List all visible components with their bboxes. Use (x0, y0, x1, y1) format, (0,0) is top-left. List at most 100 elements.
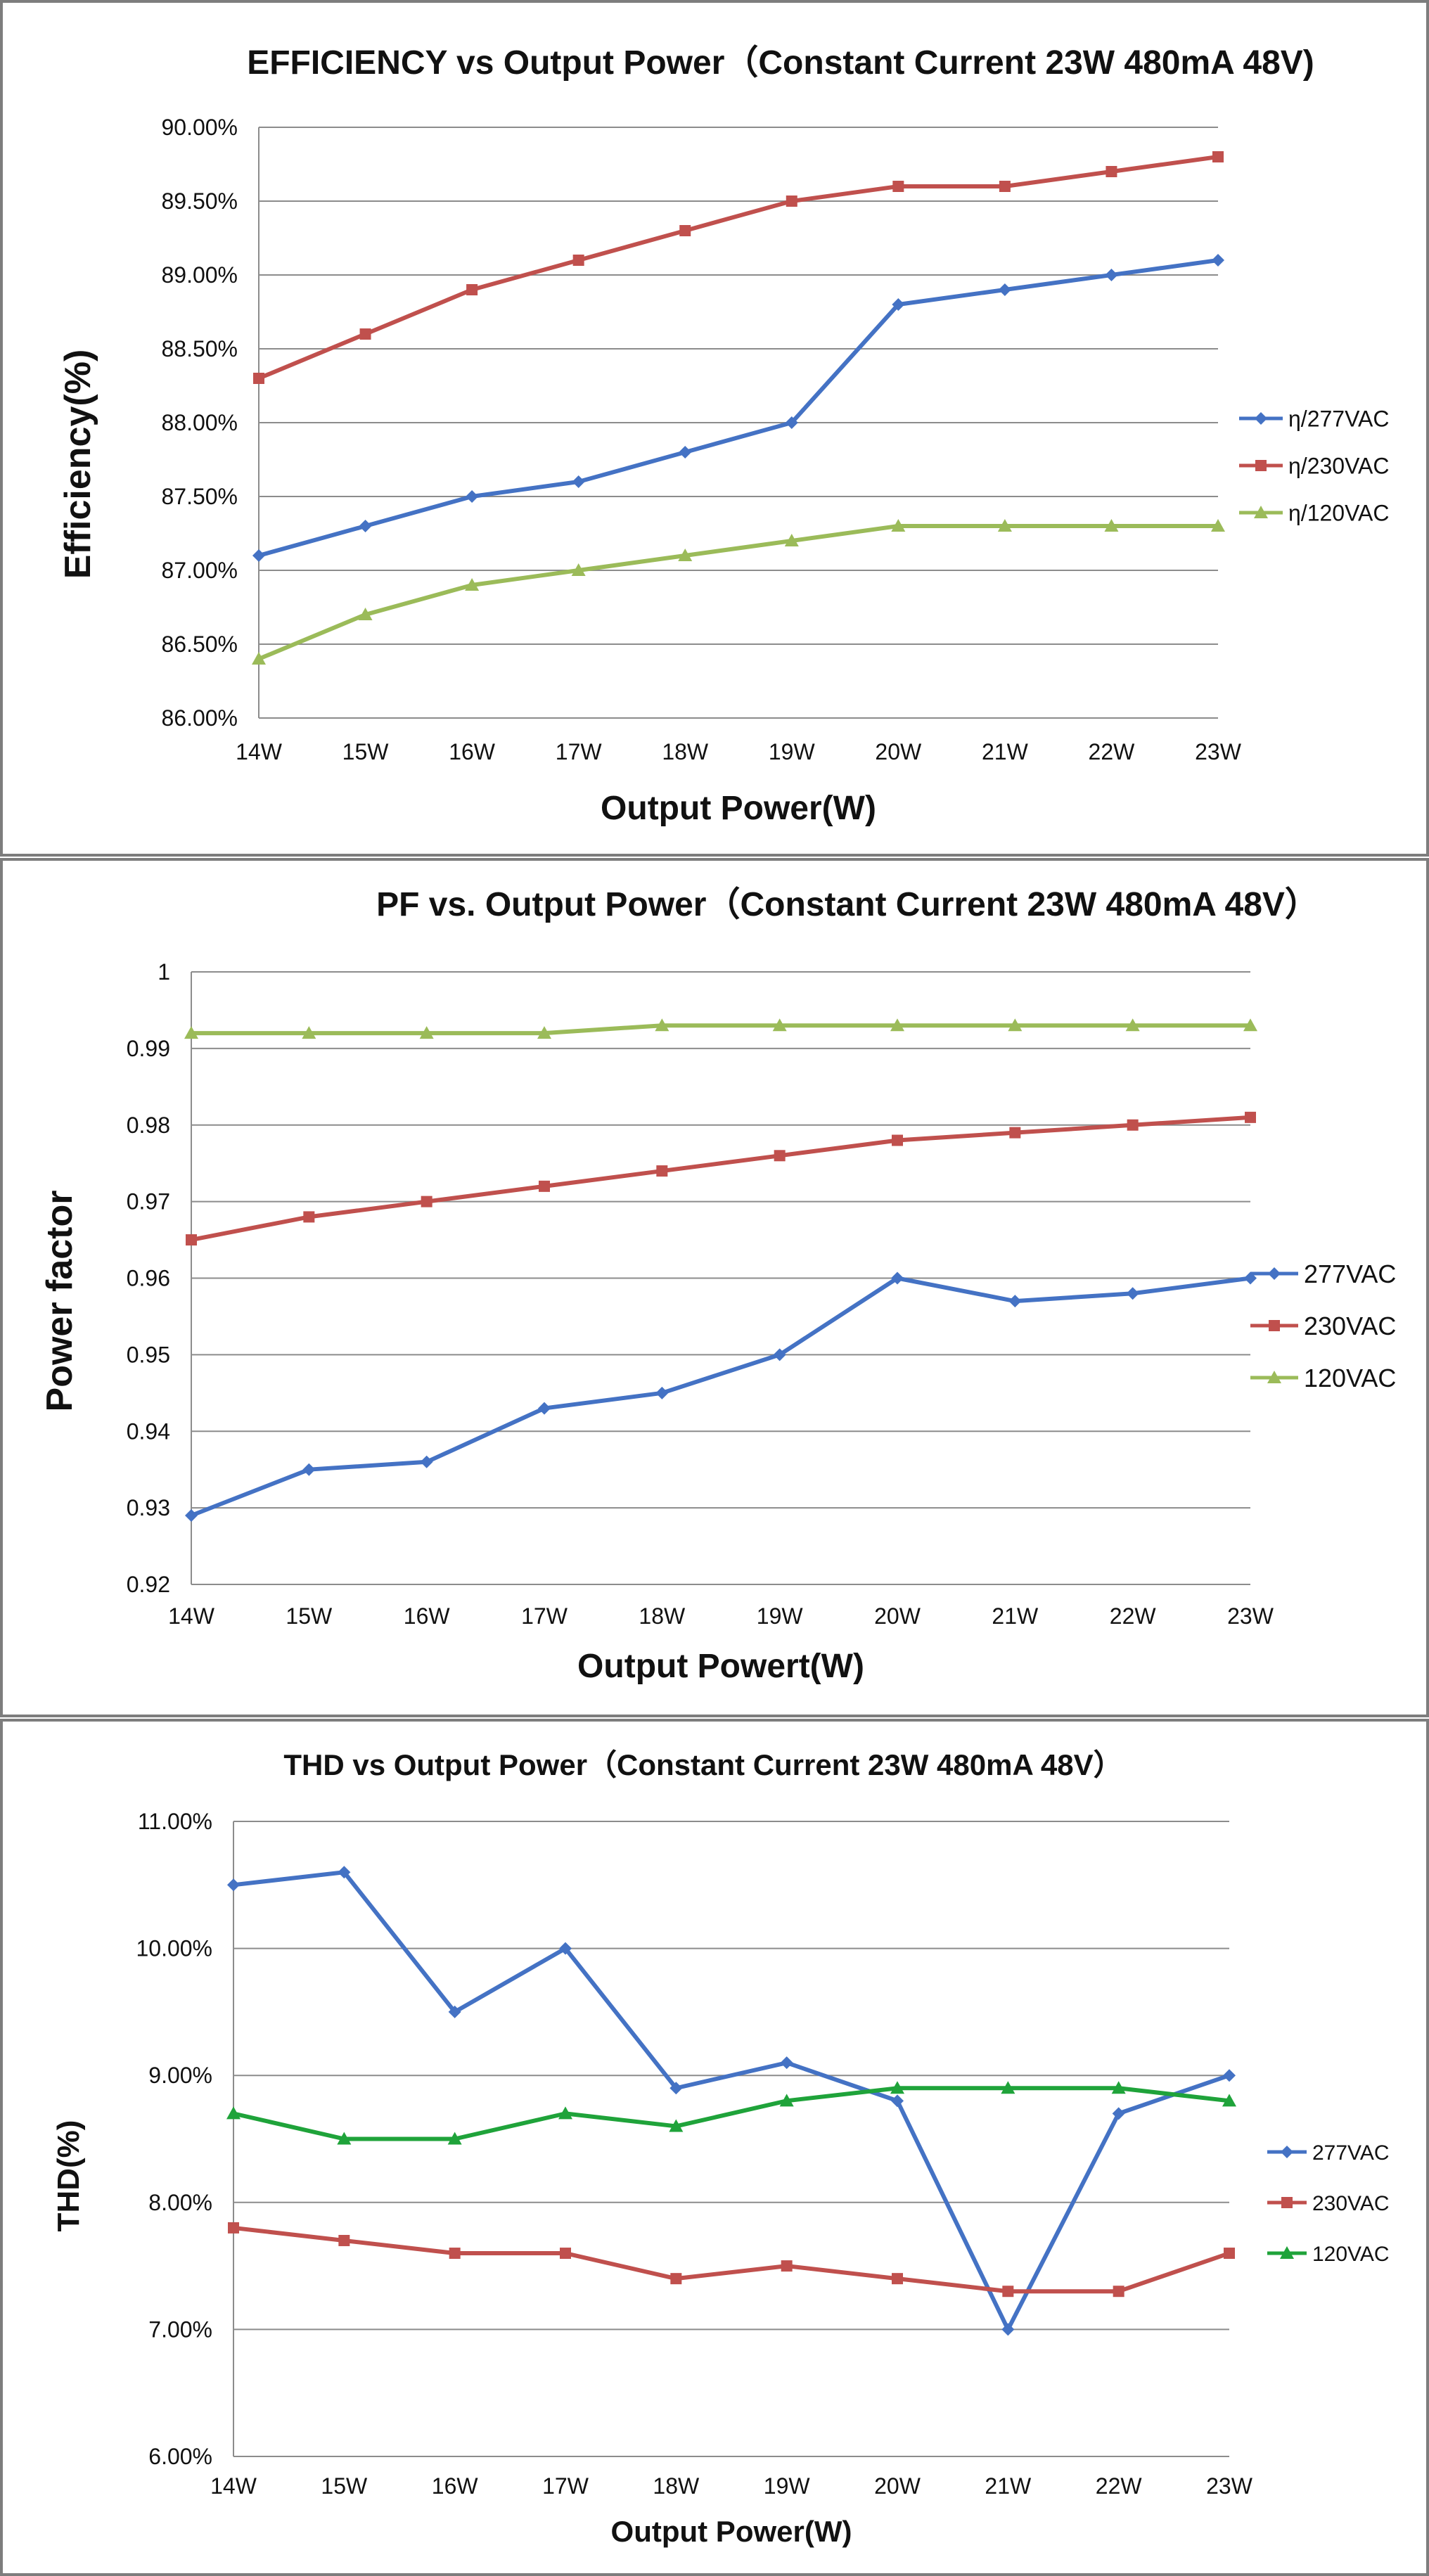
series-2 (186, 1111, 1256, 1246)
data-point (572, 255, 584, 266)
legend-label: 230VAC (1304, 1312, 1396, 1340)
series-3 (184, 1018, 1257, 1039)
y-tick-label: 0.96 (127, 1266, 170, 1291)
chart-title: EFFICIENCY vs Output Power（Constant Curr… (247, 44, 1314, 82)
data-point (253, 373, 264, 384)
y-tick-label: 0.94 (127, 1418, 170, 1444)
legend-marker (1255, 412, 1267, 425)
legend-entry: 120VAC (1267, 2243, 1390, 2266)
data-point (669, 2119, 684, 2132)
x-axis-title: Output Power(W) (601, 790, 876, 827)
panel-frame (0, 0, 1429, 857)
series-line (191, 1023, 1250, 1036)
data-point (999, 181, 1011, 192)
data-point (226, 2106, 241, 2120)
x-tick-label: 16W (404, 1603, 451, 1629)
legend-marker (1281, 2197, 1293, 2208)
data-point (1127, 1119, 1139, 1131)
series-2 (253, 151, 1224, 384)
x-tick-label: 14W (236, 739, 283, 764)
y-tick-label: 87.50% (161, 484, 238, 509)
y-tick-label: 86.00% (161, 705, 238, 731)
legend-label: η/277VAC (1288, 406, 1390, 432)
legend-label: 120VAC (1304, 1364, 1396, 1392)
x-axis-title: Output Powert(W) (577, 1648, 864, 1685)
data-point (1001, 2323, 1015, 2336)
series-line (258, 258, 1219, 558)
data-point (184, 1026, 198, 1039)
data-point (772, 1018, 787, 1032)
data-point (998, 283, 1011, 296)
x-axis-title: Output Power(W) (611, 2515, 852, 2548)
data-point (1112, 2107, 1125, 2120)
legend-entry: 277VAC (1267, 2141, 1390, 2165)
data-point (669, 2082, 683, 2095)
data-point (892, 2273, 903, 2285)
panel-frame (0, 1719, 1429, 2576)
series-line (257, 524, 1218, 661)
series-line (233, 2225, 1230, 2294)
data-point (1245, 1111, 1256, 1123)
data-point (449, 2248, 461, 2260)
legend-marker (1269, 1320, 1280, 1331)
data-point (572, 475, 585, 488)
data-point (1222, 2094, 1236, 2107)
x-tick-label: 20W (875, 739, 922, 764)
x-tick-label: 23W (1206, 2473, 1253, 2499)
y-tick-label: 8.00% (148, 2190, 212, 2215)
data-point (1008, 1018, 1023, 1032)
data-point (228, 2222, 239, 2234)
data-point (338, 1866, 351, 1879)
x-tick-label: 22W (1096, 2473, 1143, 2499)
data-point (1009, 1127, 1021, 1139)
panel-frame (0, 858, 1429, 1717)
y-axis-title: THD(%) (51, 2120, 86, 2232)
data-point (538, 1402, 551, 1415)
chart-panel-1: 86.00% 86.50% 87.00% 87.50% 88.00% 88.50% 89.0… (0, 0, 1429, 857)
x-tick-label: 23W (1195, 739, 1242, 764)
legend-label: η/120VAC (1288, 501, 1390, 526)
y-axis-title: Efficiency(%) (58, 350, 98, 579)
legend-label: 277VAC (1312, 2141, 1390, 2165)
data-point (1126, 1287, 1139, 1300)
x-tick-label: 16W (449, 739, 496, 764)
data-point (679, 225, 691, 236)
series-1 (227, 1866, 1236, 2336)
series-line (233, 1870, 1230, 2332)
legend-entry: η/277VAC (1239, 406, 1390, 432)
y-tick-label: 9.00% (148, 2063, 212, 2088)
x-tick-label: 21W (992, 1603, 1039, 1629)
x-tick-label: 19W (769, 739, 816, 764)
x-tick-label: 15W (286, 1603, 333, 1629)
data-point (359, 520, 372, 532)
x-tick-label: 15W (321, 2473, 368, 2499)
chart-title: PF vs. Output Power（Constant Current 23W… (376, 886, 1319, 923)
x-tick-label: 22W (1110, 1603, 1157, 1629)
data-point (571, 563, 586, 576)
data-point (447, 2132, 462, 2145)
x-tick-label: 21W (982, 739, 1029, 764)
data-point (302, 1463, 316, 1476)
x-tick-label: 18W (639, 1603, 686, 1629)
data-point (781, 2260, 793, 2272)
data-point (784, 534, 799, 546)
x-tick-label: 23W (1227, 1603, 1274, 1629)
data-point (1104, 519, 1119, 532)
legend-label: 230VAC (1312, 2192, 1390, 2215)
x-tick-label: 14W (168, 1603, 215, 1629)
legend-entry: 230VAC (1250, 1312, 1396, 1340)
data-point (892, 181, 904, 192)
legend-label: η/230VAC (1288, 454, 1390, 479)
data-point (892, 298, 905, 311)
y-tick-label: 11.00% (138, 1809, 212, 1834)
y-tick-label: 90.00% (161, 115, 238, 140)
y-tick-label: 0.99 (127, 1036, 170, 1061)
data-point (537, 1026, 551, 1039)
y-tick-label: 0.93 (127, 1495, 170, 1520)
data-point (1105, 269, 1118, 281)
y-axis-title: Power factor (39, 1191, 80, 1412)
series-1 (252, 254, 1224, 562)
series-3 (252, 519, 1225, 665)
legend-entry: η/120VAC (1239, 501, 1390, 526)
chart-title: THD vs Output Power（Constant Current 23W… (283, 1748, 1122, 1781)
